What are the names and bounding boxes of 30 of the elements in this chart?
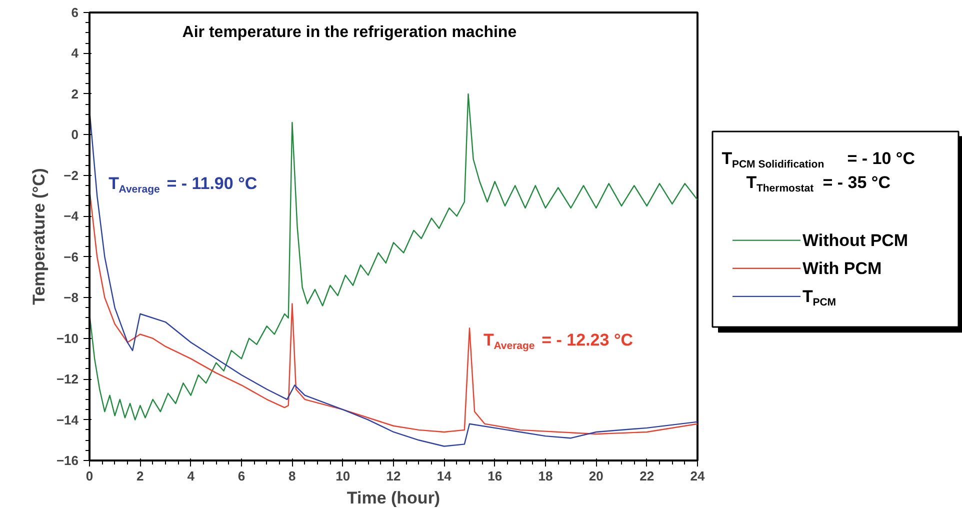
- x-tick-label: 20: [588, 468, 604, 484]
- x-tick-label: 18: [538, 468, 553, 484]
- legend-label: With PCM: [802, 258, 882, 278]
- x-tick-label: 6: [238, 468, 246, 484]
- y-tick-label: 4: [71, 46, 80, 61]
- x-tick-label: 12: [386, 468, 401, 484]
- y-tick-label: 6: [71, 5, 79, 20]
- x-tick-label: 10: [336, 468, 350, 484]
- x-tick-label: 14: [436, 468, 452, 484]
- legend-label: Without PCM: [802, 230, 908, 250]
- x-axis-title: Time (hour): [346, 488, 440, 508]
- y-tick-label: −12: [56, 372, 79, 387]
- y-tick-label: −8: [64, 290, 79, 306]
- x-tick-label: 0: [86, 468, 94, 484]
- y-tick-label: −10: [56, 330, 79, 346]
- y-tick-label: −14: [56, 412, 80, 428]
- y-tick-label: 0: [71, 127, 79, 142]
- x-tick-label: 8: [288, 468, 296, 484]
- y-tick-label: 2: [71, 86, 79, 102]
- x-tick-label: 24: [690, 468, 706, 484]
- x-tick-label: 22: [640, 468, 654, 484]
- y-tick-label: −2: [64, 168, 79, 183]
- x-tick-label: 4: [187, 468, 196, 484]
- y-tick-label: −16: [56, 453, 79, 468]
- text: Air temperature in the refrigeration machine: [182, 24, 517, 42]
- y-axis-title: Temperature (°C): [29, 168, 48, 305]
- y-tick-label: −6: [64, 249, 79, 264]
- y-tick-label: −4: [64, 208, 80, 224]
- x-tick-label: 2: [136, 468, 144, 484]
- x-tick-label: 16: [488, 468, 502, 484]
